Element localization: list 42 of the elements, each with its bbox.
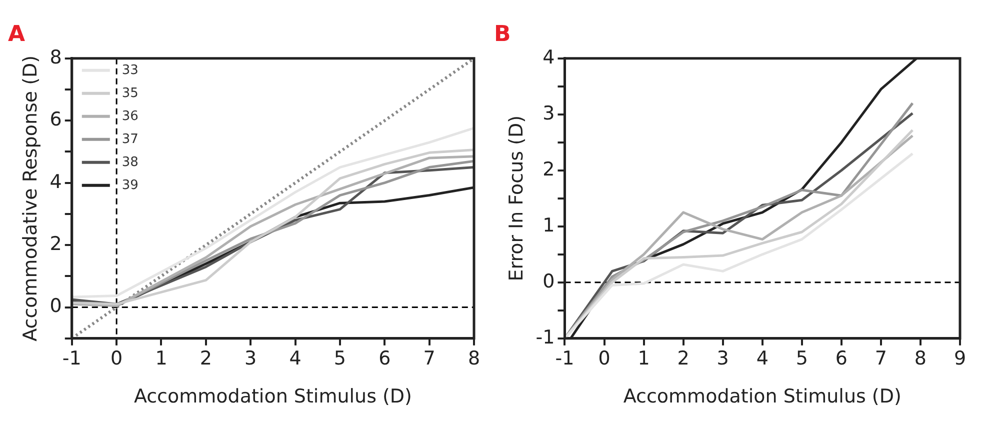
y-tick-label: 1 (542, 214, 555, 236)
y-tick-label: -1 (536, 326, 555, 348)
y-tick-label: 8 (50, 46, 62, 68)
x-tick-label: 3 (716, 348, 729, 370)
legend-label: 33 (122, 62, 138, 78)
y-tick-label: 6 (50, 108, 62, 131)
legend-label: 37 (122, 132, 138, 147)
y-tick-label: 2 (542, 158, 555, 180)
x-tick-label: 6 (835, 348, 848, 370)
x-tick-label: 2 (200, 348, 212, 370)
x-tick-label: 7 (423, 348, 436, 370)
x-tick-label: 1 (638, 348, 650, 370)
y-tick-label: 3 (542, 102, 555, 124)
legend-label: 35 (122, 86, 138, 101)
x-tick-label: 5 (334, 348, 346, 370)
legend-label: 36 (122, 108, 138, 124)
legend-label: 39 (122, 178, 138, 193)
y-tick-label: 0 (542, 270, 555, 292)
chart-title: B (494, 22, 511, 47)
y-axis-title: Error In Focus (D) (505, 116, 528, 282)
y-axis-title: Accommodative Response (D) (19, 55, 42, 342)
x-axis-title: Accommodation Stimulus (D) (134, 386, 412, 408)
legend-label: 38 (122, 154, 138, 170)
x-tick-label: 4 (756, 348, 768, 370)
y-tick-label: 4 (542, 46, 555, 68)
x-tick-label: 9 (954, 348, 966, 370)
x-tick-label: 5 (796, 348, 808, 370)
y-tick-label: 2 (50, 233, 62, 256)
y-tick-label: 0 (50, 295, 62, 318)
x-tick-label: 6 (378, 348, 391, 370)
chart-title: A (8, 22, 26, 47)
x-tick-label: 4 (289, 348, 302, 370)
x-tick-label: 8 (468, 348, 480, 370)
x-tick-label: 0 (110, 348, 123, 370)
x-tick-label: 2 (677, 348, 690, 370)
x-tick-label: 8 (914, 348, 927, 370)
y-tick-label: 4 (50, 170, 62, 193)
x-tick-label: 3 (244, 348, 257, 370)
x-tick-label: 0 (598, 348, 610, 370)
x-tick-label: 7 (874, 348, 887, 370)
x-tick-label: 1 (155, 348, 168, 370)
x-axis-title: Accommodation Stimulus (D) (623, 386, 902, 408)
